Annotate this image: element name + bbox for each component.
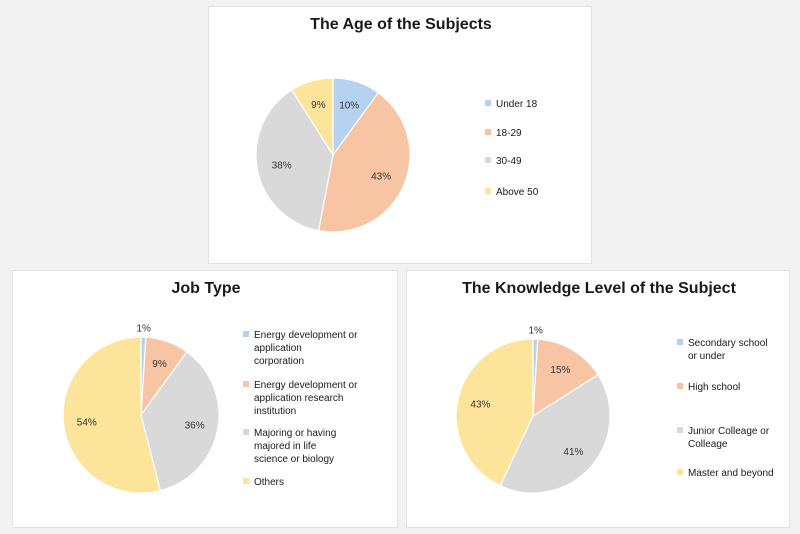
legend-label: 18-29 [496,128,522,139]
legend-label: Above 50 [496,187,539,198]
pie-slice-2 [532,338,599,418]
data-label: 43% [371,171,391,182]
legend-label: Secondary school or under [688,338,768,362]
data-label: 9% [152,359,167,370]
knowledge-pie-chart: The Knowledge Level of the Subject 1% 15%… [455,280,774,494]
legend: Energy development or application corporat… [243,330,358,488]
pie-slice-3 [140,351,220,492]
legend-swatch [677,383,683,389]
pie-labels: 10% 43% 38% 9% [272,100,392,182]
legend-swatch [485,157,491,163]
legend-label: Master and beyond [688,468,774,479]
pie-slices [255,77,411,233]
legend-label: Energy development or application corporat… [254,330,358,367]
data-label: 41% [563,447,583,458]
pie-slice-4 [455,338,534,487]
chart-title: The Age of the Subjects [310,16,492,33]
knowledge-chart-panel: The Knowledge Level of the Subject 1% 15%… [406,270,790,528]
legend-label: Others [254,477,284,488]
data-label: 9% [311,100,326,111]
pie-labels: 1% 9% 36% 54% [77,324,205,432]
legend: Under 18 18-29 30-49 Above 50 [485,99,539,198]
legend-swatch [243,429,249,435]
legend-swatch [677,427,683,433]
job-type-pie-chart: Job Type 1% 9% 36% 54% Energy development o… [62,280,358,494]
pie-labels: 1% 15% 41% 43% [470,326,583,459]
data-label: 43% [470,400,490,411]
legend-swatch [485,188,491,194]
chart-title: The Knowledge Level of the Subject [462,280,736,297]
legend-swatch [677,339,683,345]
pie-slice-2 [317,91,411,233]
age-pie-chart: The Age of the Subjects 10% 43% 38% 9% Unde… [255,16,539,233]
data-label: 36% [185,421,205,432]
pie-slices [62,336,220,494]
legend-label: High school [688,382,740,393]
legend-swatch [677,469,683,475]
pie-slice-4 [290,77,334,158]
legend-label: Junior Colleage or Colleage [688,426,770,450]
data-label: 15% [550,365,570,376]
legend-swatch [485,100,491,106]
age-chart-panel: The Age of the Subjects 10% 43% 38% 9% Unde… [208,6,592,264]
job-type-chart-panel: Job Type 1% 9% 36% 54% Energy development o… [12,270,398,528]
legend-swatch [243,331,249,337]
data-label: 54% [77,417,97,428]
chart-title: Job Type [171,280,240,297]
pie-slices [455,338,611,494]
legend-label: Energy development or application researc… [254,380,358,417]
legend-label: Under 18 [496,99,538,110]
data-label: 38% [272,160,292,171]
legend: Secondary school or under High school Junio… [677,338,774,479]
legend-swatch [485,129,491,135]
legend-label: 30-49 [496,156,522,167]
data-label: 1% [136,324,151,335]
legend-swatch [243,478,249,484]
data-label: 1% [528,326,543,337]
legend-swatch [243,381,249,387]
data-label: 10% [339,101,359,112]
pie-slice-3 [499,373,611,494]
pie-slice-4 [62,336,162,494]
legend-label: Majoring or having majored in life science… [254,428,336,465]
